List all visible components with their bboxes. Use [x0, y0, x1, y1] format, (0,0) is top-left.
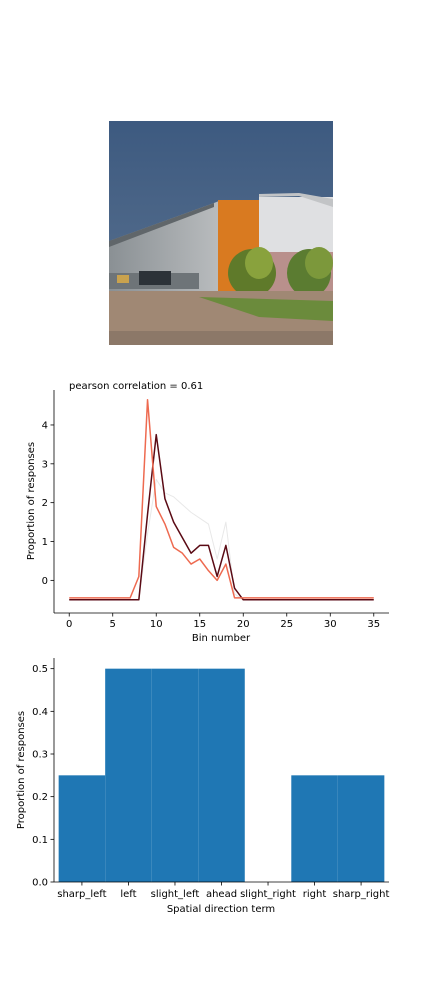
- y-tick-label: 2: [42, 498, 48, 509]
- line-chart: pearson correlation = 0.61 0 5 10 15 20 25 30 3…: [26, 381, 389, 644]
- y-tick-label: 4: [42, 420, 48, 431]
- bar-slight_left: [151, 668, 199, 882]
- y-tick-label: 0.1: [32, 835, 48, 846]
- bar-sharp_right: [337, 775, 385, 882]
- x-tick-label: left: [120, 889, 136, 900]
- y-tick-label: 0.2: [32, 792, 48, 803]
- x-tick-label: 5: [110, 619, 116, 630]
- bar-right: [291, 775, 338, 882]
- x-tick-label: slight_right: [240, 889, 296, 900]
- y-tick-label: 1: [42, 537, 48, 548]
- y-tick-label: 0.3: [32, 750, 48, 761]
- y-tick-label: 0.5: [32, 664, 48, 675]
- x-tick-label: 35: [367, 619, 380, 630]
- x-tick-label: sharp_right: [333, 889, 390, 900]
- series-line-1: [69, 433, 374, 601]
- y-tick-label: 0: [42, 576, 48, 587]
- bar-sharp_left: [58, 775, 106, 882]
- x-axis-label: Bin number: [192, 633, 251, 644]
- y-axis-label: Proportion of responses: [16, 711, 27, 829]
- y-axis-label: Proportion of responses: [26, 442, 37, 560]
- bar-left: [105, 668, 152, 882]
- bar-ahead: [198, 668, 245, 882]
- bar-chart: sharp_left left slight_left ahead slight_rig…: [16, 658, 390, 915]
- x-tick-label: 20: [237, 619, 250, 630]
- y-tick-label: 3: [42, 459, 48, 470]
- series-line-0: [69, 398, 374, 599]
- chart-title: pearson correlation = 0.61: [69, 381, 203, 392]
- x-axis-label: Spatial direction term: [167, 904, 275, 915]
- y-tick-label: 0.4: [32, 707, 48, 718]
- x-tick-label: slight_left: [151, 889, 200, 900]
- x-tick-label: 30: [324, 619, 337, 630]
- x-tick-label: 10: [150, 619, 163, 630]
- series-line-2: [69, 478, 374, 601]
- x-tick-label: right: [303, 889, 327, 900]
- y-tick-label: 0.0: [32, 878, 48, 889]
- x-tick-label: 0: [66, 619, 72, 630]
- x-tick-label: 25: [280, 619, 293, 630]
- street-view-photo: [109, 121, 333, 345]
- x-tick-label: 15: [193, 619, 206, 630]
- x-tick-label: sharp_left: [57, 889, 106, 900]
- x-tick-label: ahead: [206, 889, 237, 900]
